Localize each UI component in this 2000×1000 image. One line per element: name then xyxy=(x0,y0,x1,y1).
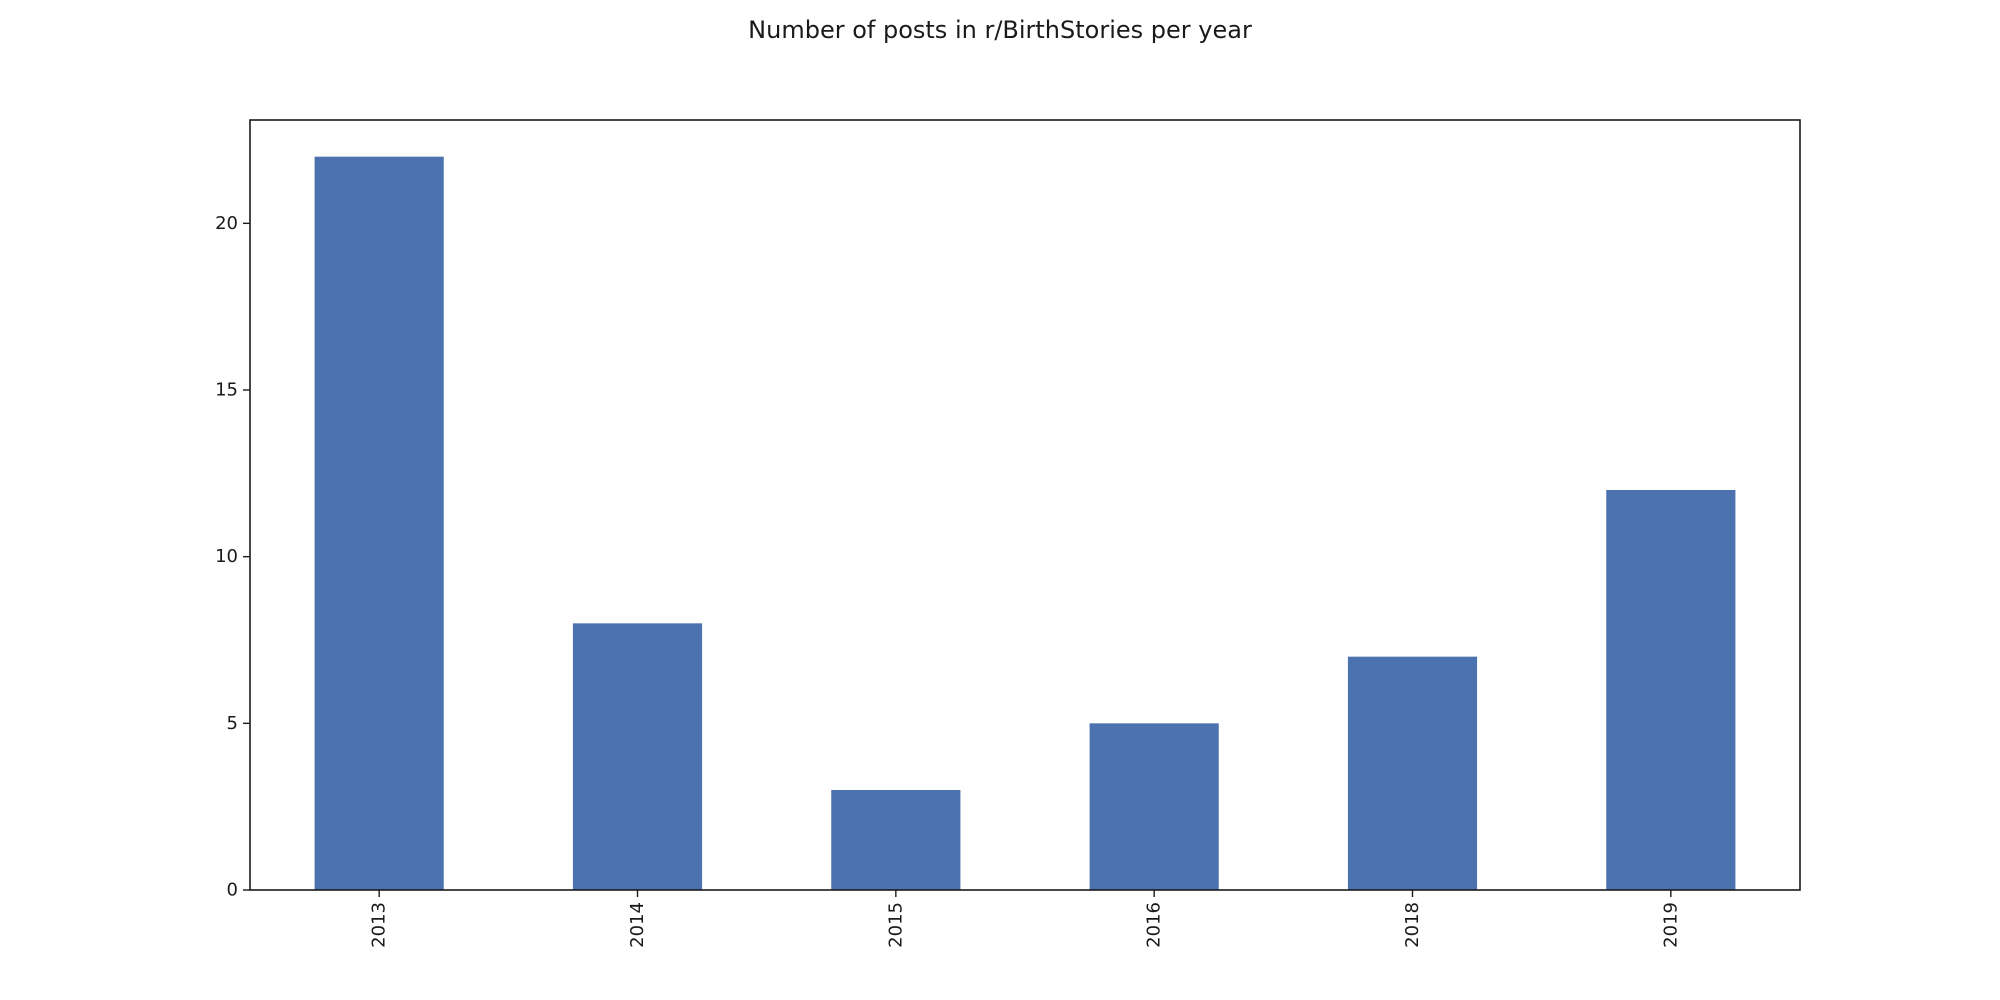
bar-2015 xyxy=(831,790,961,890)
chart-title: Number of posts in r/BirthStories per ye… xyxy=(748,16,1252,44)
y-tick-label-20: 20 xyxy=(215,213,238,234)
x-tick-label-2013: 2013 xyxy=(369,902,390,948)
y-axis: 0 5 10 15 20 xyxy=(215,213,250,901)
x-tick-label-2014: 2014 xyxy=(627,902,648,948)
bars-group xyxy=(314,156,1736,890)
y-tick-label-5: 5 xyxy=(227,713,238,734)
x-tick-label-2016: 2016 xyxy=(1144,902,1165,948)
bar-2014 xyxy=(572,623,703,890)
bar-2016 xyxy=(1089,723,1219,890)
x-tick-label-2019: 2019 xyxy=(1660,902,1681,948)
plot-frame xyxy=(249,119,1801,891)
x-tick-label-2018: 2018 xyxy=(1402,902,1423,948)
y-tick-label-0: 0 xyxy=(227,880,238,901)
bar-2019 xyxy=(1606,490,1736,890)
bar-2018 xyxy=(1347,656,1478,890)
y-tick-label-10: 10 xyxy=(215,546,238,567)
y-tick-label-15: 15 xyxy=(215,380,238,401)
x-tick-label-2015: 2015 xyxy=(885,902,906,948)
bar-2013 xyxy=(314,156,444,890)
x-axis: 2013 2014 2015 2016 2018 2019 xyxy=(369,890,1681,948)
